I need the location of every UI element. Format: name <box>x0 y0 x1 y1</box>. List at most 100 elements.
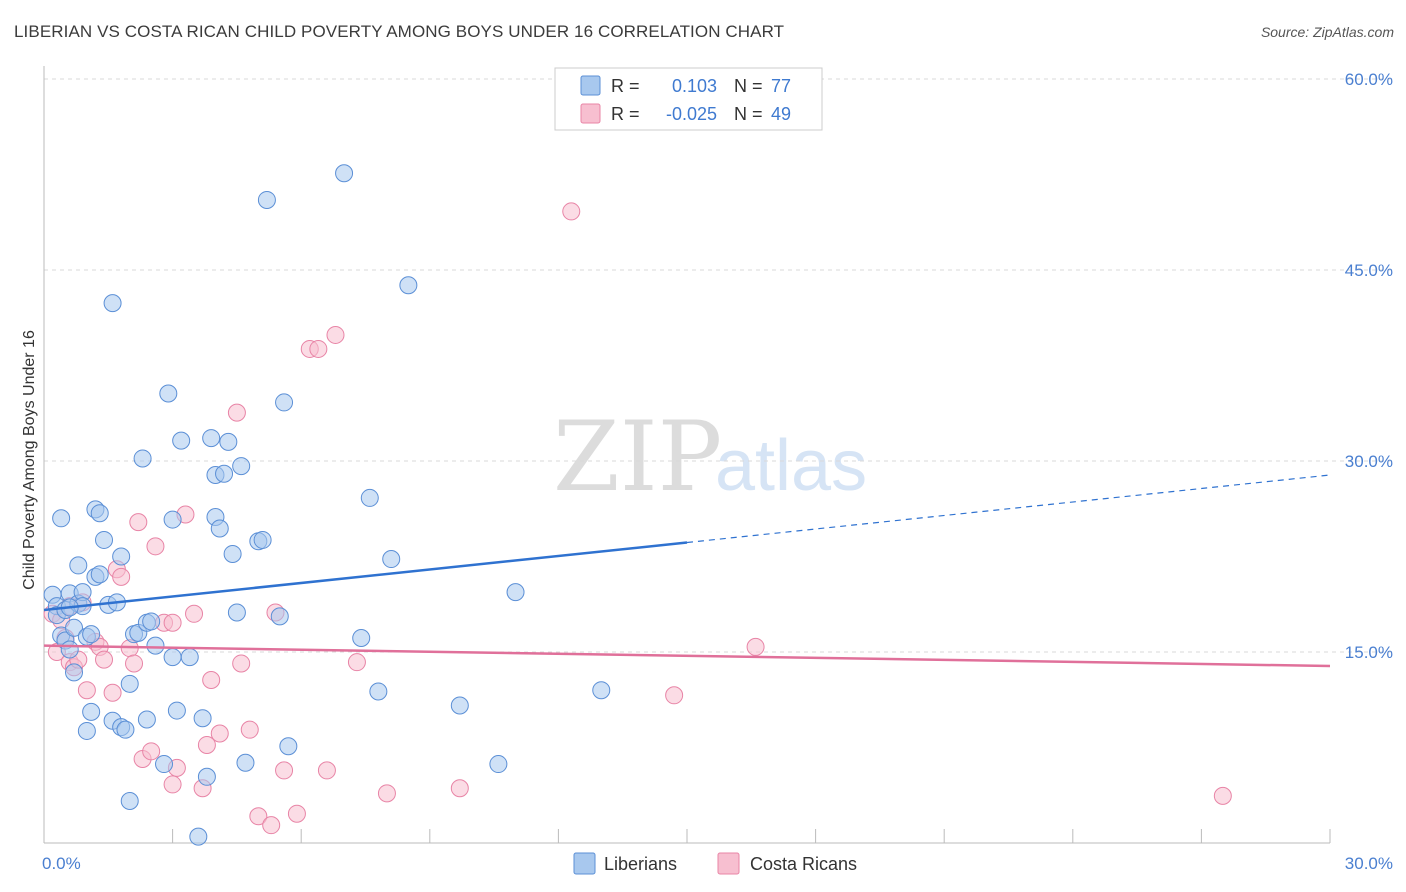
costa-rican-point-42 <box>317 761 336 780</box>
costa-rican-point-27 <box>185 604 204 623</box>
costa-rican-point-29 <box>197 735 216 754</box>
legend-n-value-liberians: 77 <box>771 76 791 96</box>
liberian-point-69 <box>369 682 388 701</box>
legend-r-value-liberians: 0.103 <box>672 76 717 96</box>
trend-line-costa-ricans <box>43 644 1331 668</box>
liberian-point-64 <box>275 393 294 412</box>
liberian-point-66 <box>335 164 354 183</box>
costa-rican-point-47 <box>562 202 581 221</box>
costa-rican-point-21 <box>146 537 165 556</box>
liberian-point-40 <box>155 755 174 774</box>
y-tick-label-3: 60.0% <box>1345 70 1393 89</box>
costa-rican-point-23 <box>163 613 182 632</box>
liberian-point-61 <box>253 530 272 549</box>
costa-rican-point-46 <box>450 779 469 798</box>
liberian-point-63 <box>270 607 289 626</box>
liberian-point-26 <box>103 294 122 313</box>
liberian-point-73 <box>489 755 508 774</box>
liberian-point-67 <box>352 628 371 647</box>
costa-rican-point-34 <box>240 720 259 739</box>
bottom-legend-label-costa-ricans: Costa Ricans <box>750 854 857 874</box>
watermark-atlas: atlas <box>715 426 867 506</box>
liberian-point-12 <box>69 556 88 575</box>
liberian-point-58 <box>232 457 251 476</box>
x-tick-label-0: 0.0% <box>42 854 81 873</box>
chart-title: LIBERIAN VS COSTA RICAN CHILD POVERTY AM… <box>14 22 785 41</box>
liberian-point-48 <box>193 709 212 728</box>
costa-rican-point-50 <box>1213 786 1232 805</box>
liberian-point-9 <box>65 618 84 637</box>
liberian-point-15 <box>77 721 96 740</box>
costa-rican-point-48 <box>665 686 684 705</box>
liberian-point-54 <box>215 464 234 483</box>
costa-rican-point-13 <box>103 683 122 702</box>
costa-rican-point-9 <box>77 681 96 700</box>
liberian-point-70 <box>382 550 401 569</box>
costa-rican-point-45 <box>377 784 396 803</box>
costa-rican-point-30 <box>202 671 221 690</box>
liberian-point-18 <box>82 702 101 721</box>
liberian-point-62 <box>257 190 276 209</box>
y-tick-label-1: 30.0% <box>1345 452 1393 471</box>
costa-rican-point-49 <box>746 637 765 656</box>
legend-n-label-2: N = <box>734 104 763 124</box>
liberian-point-43 <box>163 510 182 529</box>
liberian-point-71 <box>399 276 418 295</box>
liberian-point-44 <box>167 701 186 720</box>
costa-rican-point-31 <box>210 724 229 743</box>
costa-rican-point-17 <box>125 654 144 673</box>
liberian-point-30 <box>116 720 135 739</box>
costa-rican-point-12 <box>95 650 114 669</box>
liberian-point-65 <box>279 737 298 756</box>
legend-swatch-liberians <box>580 75 601 96</box>
legend-r-label: R = <box>611 76 640 96</box>
gridlines <box>44 78 1395 653</box>
liberian-point-53 <box>210 519 229 538</box>
liberian-point-35 <box>133 449 152 468</box>
trend-line-liberians-extension <box>686 474 1331 544</box>
liberian-point-38 <box>142 612 161 631</box>
costa-rican-point-33 <box>232 654 251 673</box>
liberian-point-10 <box>65 663 84 682</box>
y-axis-title: Child Poverty Among Boys Under 16 <box>21 330 38 590</box>
liberian-point-47 <box>189 827 208 846</box>
x-tick-labels: 0.0% 30.0% <box>42 854 1393 873</box>
legend-swatch-costa-ricans <box>580 103 601 124</box>
costa-rican-point-36 <box>262 816 281 835</box>
costa-rican-point-43 <box>326 325 345 344</box>
legend-r-value-costa-ricans: -0.025 <box>666 104 717 124</box>
liberian-point-50 <box>202 429 221 448</box>
costa-rican-point-35 <box>249 807 268 826</box>
liberian-point-56 <box>223 544 242 563</box>
liberian-point-23 <box>95 530 114 549</box>
costa-rican-point-20 <box>142 742 161 761</box>
legend-n-value-costa-ricans: 49 <box>771 104 791 124</box>
trend-line-liberians <box>43 541 688 612</box>
trend-lines <box>43 474 1331 668</box>
liberian-point-49 <box>197 767 216 786</box>
source-label: Source: ZipAtlas.com <box>1260 24 1394 40</box>
liberian-point-59 <box>236 753 255 772</box>
liberian-point-74 <box>506 583 525 602</box>
bottom-legend-swatch-liberians <box>573 852 596 875</box>
liberian-point-17 <box>82 625 101 644</box>
y-tick-label-0: 15.0% <box>1345 643 1393 662</box>
y-tick-label-2: 45.0% <box>1345 261 1393 280</box>
legend: R = 0.103 N = 77 R = -0.025 N = 49 <box>554 67 823 131</box>
axes <box>43 66 1331 844</box>
costa-rican-point-44 <box>347 653 366 672</box>
data-points <box>43 164 1232 846</box>
bottom-legend-swatch-costa-ricans <box>717 852 740 875</box>
liberian-point-39 <box>146 636 165 655</box>
liberian-point-72 <box>450 696 469 715</box>
costa-rican-point-39 <box>287 804 306 823</box>
bottom-legend-label-liberians: Liberians <box>604 854 677 874</box>
liberian-point-45 <box>172 431 191 450</box>
liberian-point-31 <box>120 674 139 693</box>
liberian-point-22 <box>90 504 109 523</box>
costa-rican-point-41 <box>309 339 328 358</box>
liberian-point-21 <box>90 565 109 584</box>
liberian-point-42 <box>163 648 182 667</box>
liberian-point-55 <box>219 432 238 451</box>
